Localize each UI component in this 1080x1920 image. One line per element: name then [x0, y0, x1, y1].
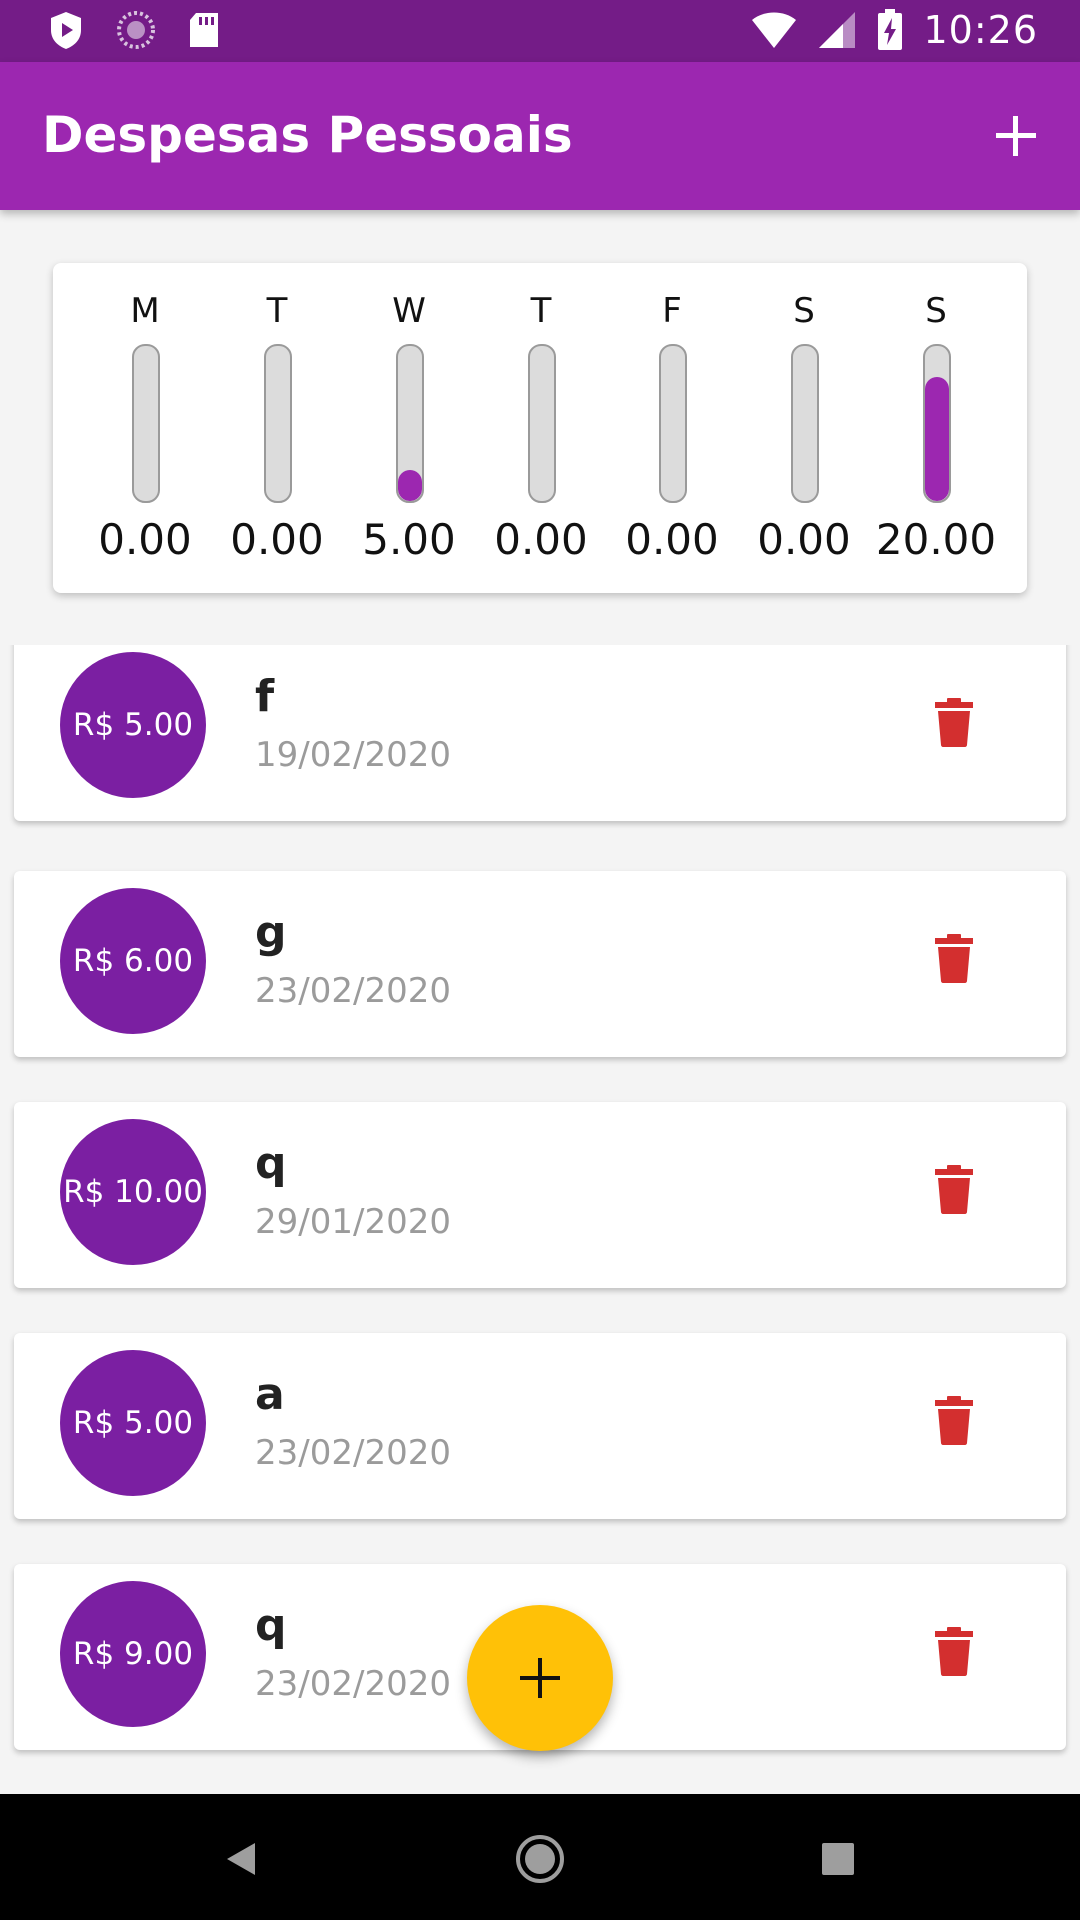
delete-button[interactable]	[934, 697, 988, 757]
transaction-amount-badge: R$ 10.00	[60, 1119, 206, 1265]
page-title: Despesas Pessoais	[42, 106, 573, 164]
chart-day-label: T	[266, 291, 288, 331]
add-transaction-button[interactable]	[980, 100, 1052, 172]
chart-column: T 0.00	[475, 263, 607, 593]
delete-button[interactable]	[934, 1626, 988, 1686]
delete-button[interactable]	[934, 1395, 988, 1455]
chart-day-label: M	[130, 291, 160, 331]
status-bar: 10:26	[0, 0, 1080, 62]
chart-value-label: 0.00	[757, 515, 851, 564]
chart-column: S 20.00	[870, 263, 1002, 593]
transaction-date: 19/02/2020	[255, 735, 451, 775]
chart-day-label: S	[925, 291, 947, 331]
chart-column: T 0.00	[211, 263, 343, 593]
chart-bar	[398, 470, 422, 501]
trash-icon	[935, 934, 973, 983]
chart-column: M 0.00	[79, 263, 211, 593]
transaction-item[interactable]: R$ 5.00 a 23/02/2020	[14, 1333, 1066, 1519]
transaction-amount-badge: R$ 5.00	[60, 1350, 206, 1496]
transaction-title: q	[255, 1600, 287, 1651]
navigation-bar	[0, 1794, 1080, 1920]
transaction-title: q	[255, 1138, 287, 1189]
transaction-item[interactable]: R$ 6.00 g 23/02/2020	[14, 871, 1066, 1057]
add-icon	[520, 1658, 560, 1698]
chart-bar-track	[528, 344, 556, 503]
home-icon	[516, 1835, 564, 1883]
chart-value-label: 0.00	[98, 515, 192, 564]
chart-column: F 0.00	[606, 263, 738, 593]
sync-icon	[117, 11, 155, 49]
chart-column: S 0.00	[738, 263, 870, 593]
trash-icon	[935, 698, 973, 747]
transaction-date: 29/01/2020	[255, 1202, 451, 1242]
delete-button[interactable]	[934, 933, 988, 993]
play-protect-icon	[51, 12, 81, 49]
weekly-chart: M 0.00 T 0.00 W 5.00 T 0.00 F 0.00 S 0.00 S 20.00	[53, 263, 1027, 593]
back-button[interactable]	[206, 1824, 276, 1894]
transaction-title: f	[255, 671, 275, 722]
trash-icon	[935, 1627, 973, 1676]
transaction-amount-badge: R$ 6.00	[60, 888, 206, 1034]
chart-bar	[925, 377, 949, 501]
home-button[interactable]	[505, 1824, 575, 1894]
recents-icon	[822, 1843, 854, 1875]
chart-value-label: 0.00	[230, 515, 324, 564]
add-icon	[996, 116, 1036, 156]
recents-button[interactable]	[803, 1824, 873, 1894]
chart-day-label: S	[793, 291, 815, 331]
chart-bar-track	[132, 344, 160, 503]
transaction-amount-badge: R$ 9.00	[60, 1581, 206, 1727]
transaction-date: 23/02/2020	[255, 1433, 451, 1473]
app-bar: Despesas Pessoais	[0, 62, 1080, 210]
chart-value-label: 0.00	[625, 515, 719, 564]
trash-icon	[935, 1165, 973, 1214]
status-time: 10:26	[923, 8, 1038, 52]
chart-value-label: 5.00	[362, 515, 456, 564]
add-fab-button[interactable]	[467, 1605, 613, 1751]
sd-card-icon	[190, 13, 218, 47]
chart-day-label: W	[392, 291, 426, 331]
chart-day-label: F	[662, 291, 682, 331]
transaction-date: 23/02/2020	[255, 1664, 451, 1704]
transaction-amount-badge: R$ 5.00	[60, 652, 206, 798]
transaction-item[interactable]: R$ 10.00 q 29/01/2020	[14, 1102, 1066, 1288]
transaction-title: a	[255, 1369, 285, 1420]
chart-day-label: T	[530, 291, 552, 331]
transaction-list[interactable]: R$ 5.00 f 19/02/2020 R$ 6.00 g 23/02/2020 R$ 1…	[0, 645, 1080, 1775]
chart-bar-track	[923, 344, 951, 503]
chart-bar-track	[659, 344, 687, 503]
chart-value-label: 20.00	[875, 515, 997, 564]
signal-icon	[819, 12, 856, 48]
transaction-item[interactable]: R$ 5.00 f 19/02/2020	[14, 645, 1066, 821]
wifi-icon	[752, 12, 797, 48]
chart-column: W 5.00	[343, 263, 475, 593]
battery-charging-icon	[878, 9, 903, 50]
transaction-date: 23/02/2020	[255, 971, 451, 1011]
chart-bar-track	[396, 344, 424, 503]
delete-button[interactable]	[934, 1164, 988, 1224]
back-icon	[227, 1843, 255, 1875]
chart-value-label: 0.00	[494, 515, 588, 564]
chart-bar-track	[264, 344, 292, 503]
trash-icon	[935, 1396, 973, 1445]
transaction-title: g	[255, 907, 287, 958]
chart-bar-track	[791, 344, 819, 503]
